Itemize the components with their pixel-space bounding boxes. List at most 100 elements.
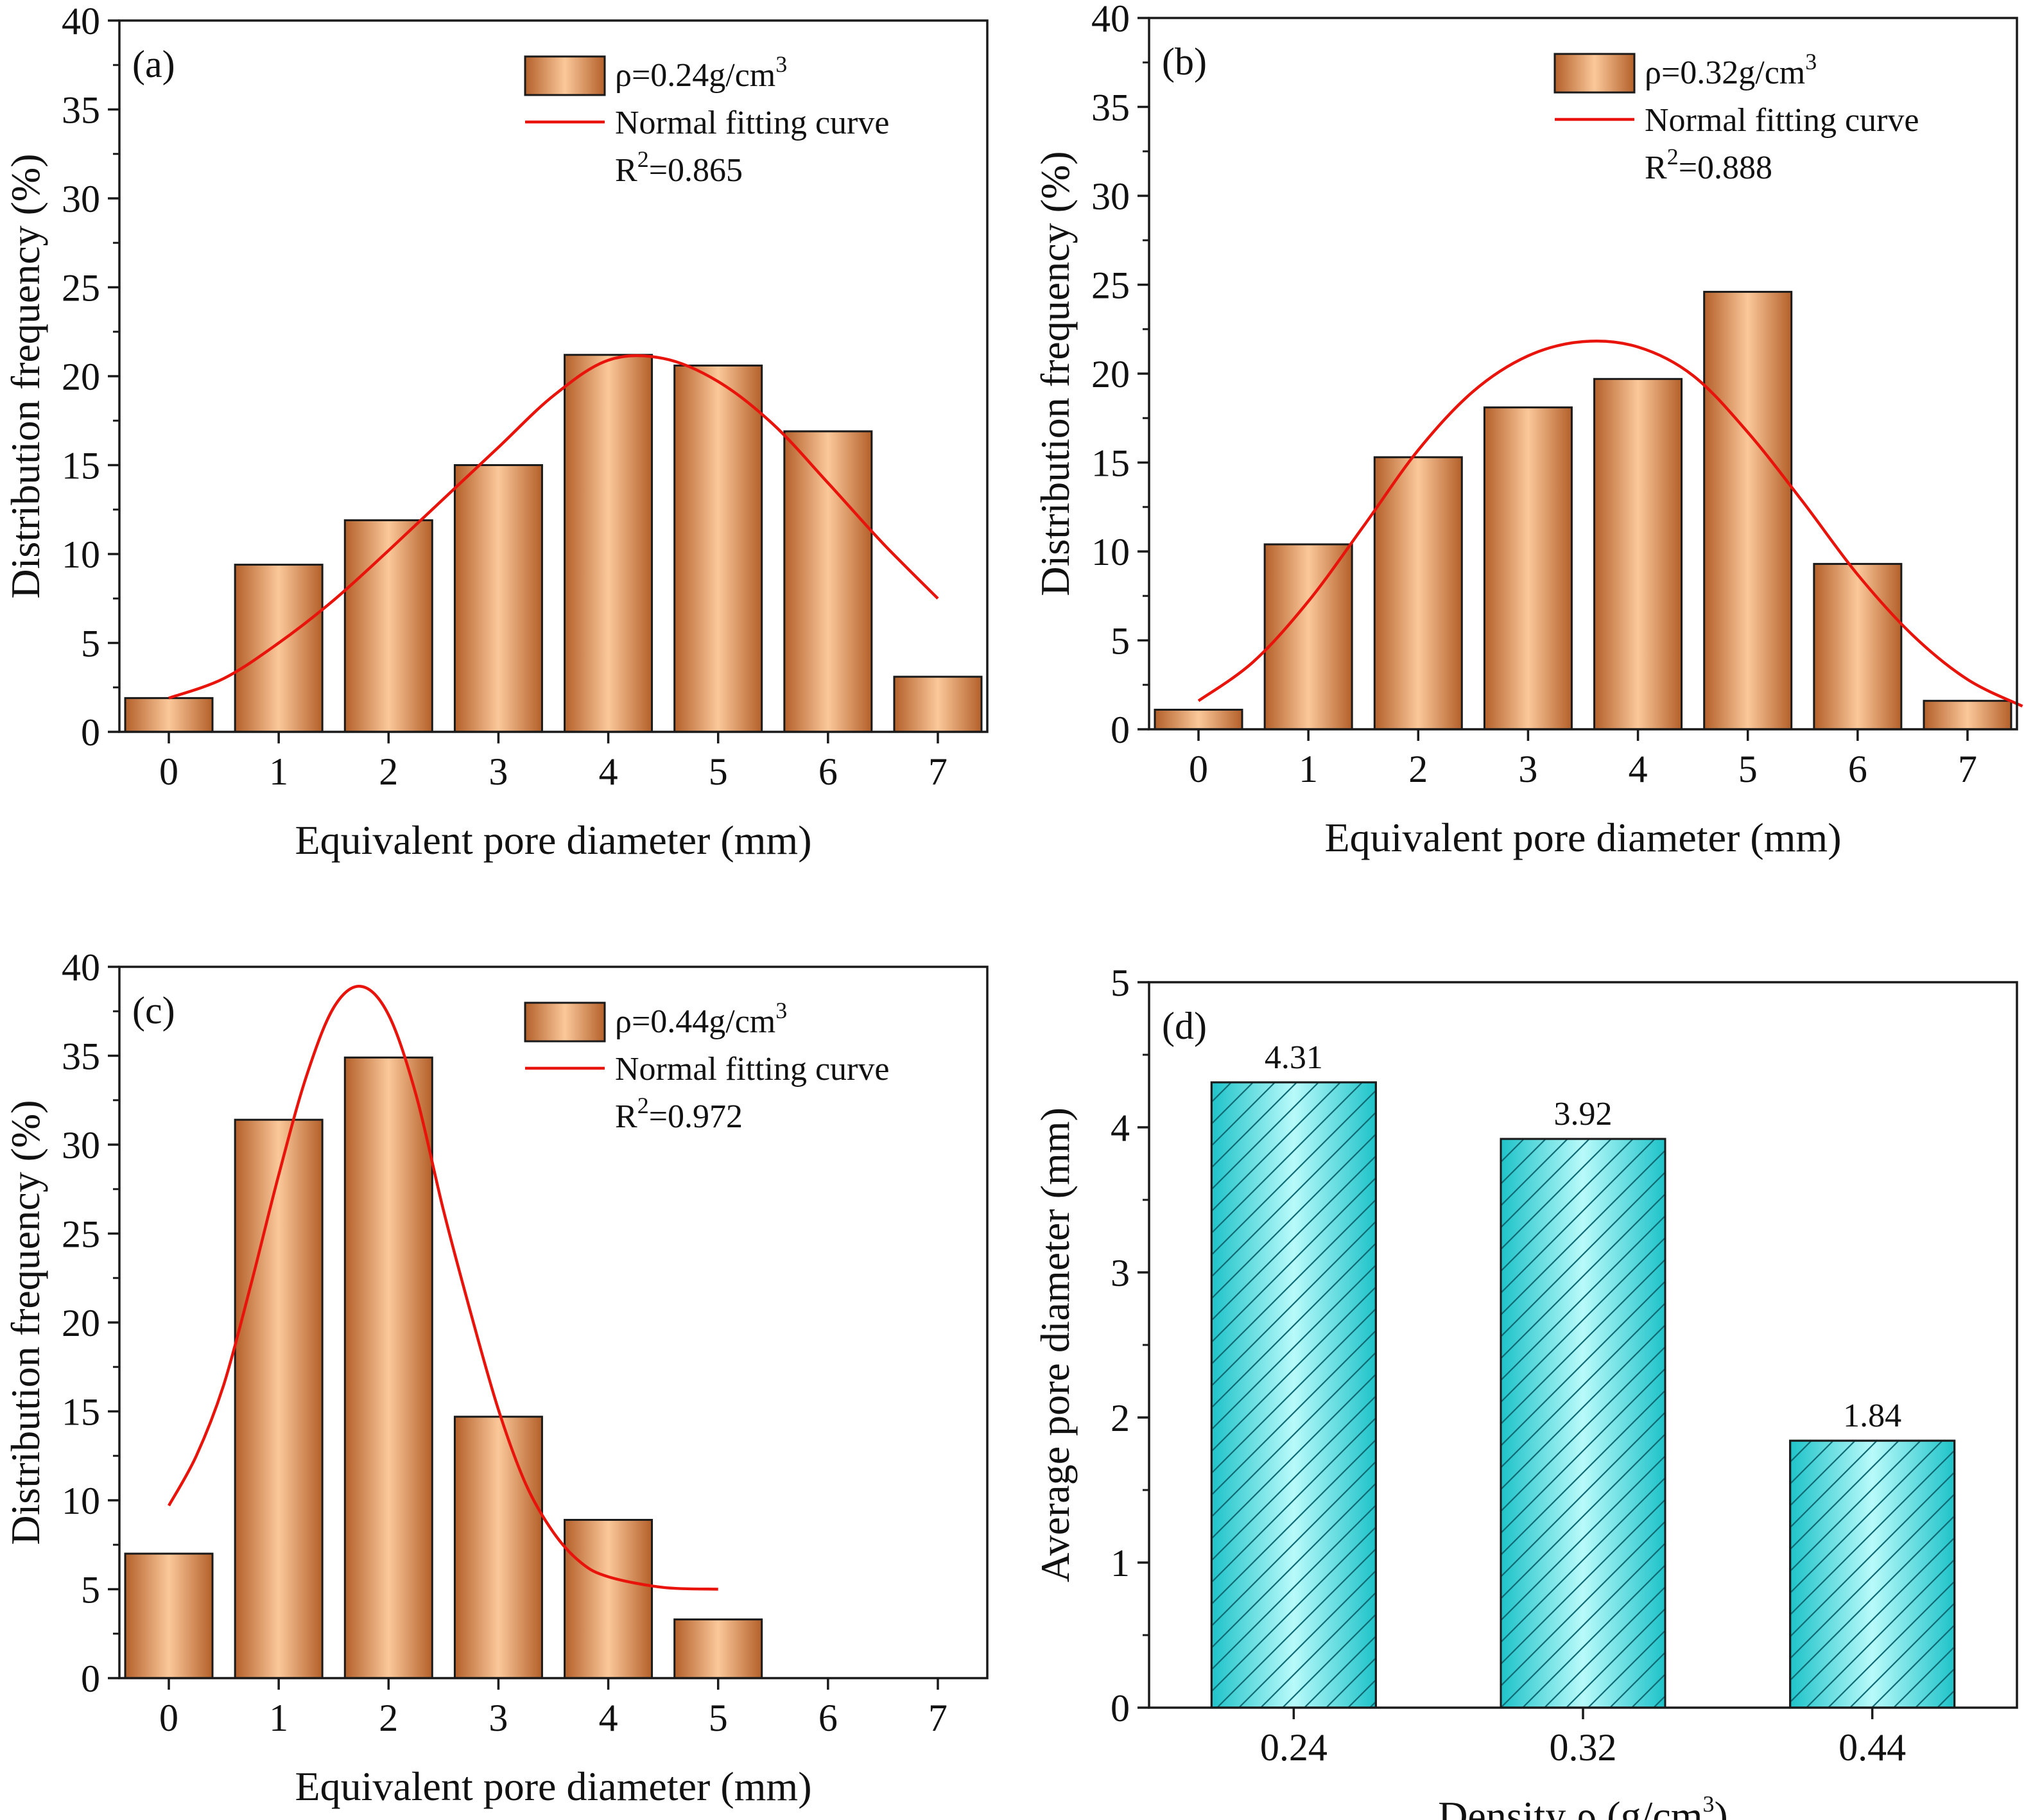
bar [124, 1552, 214, 1679]
y-tick-label: 20 [62, 356, 100, 398]
panel-b: 0 5 10 15 20 25 30 35 40 0 1 2 3 4 5 6 7 Distribution fre… [1032, 0, 2023, 860]
x-tick-label: 2 [1408, 748, 1428, 790]
x-tick-label: 5 [709, 750, 728, 793]
panel-c: 0 5 10 15 20 25 30 35 40 0 1 2 3 4 5 6 7 Distribution fre… [3, 946, 989, 1809]
y-tick-label: 15 [62, 1391, 100, 1434]
y-tick-label: 5 [81, 1569, 100, 1611]
legend-bar-swatch [524, 55, 606, 96]
x-tick-label: 1 [269, 1697, 288, 1739]
x-tick-label: 0.32 [1550, 1726, 1617, 1769]
legend-line-label: Normal fitting curve [615, 105, 889, 141]
x-tick-label: 5 [709, 1697, 728, 1739]
x-axis-label: Equivalent pore diameter (mm) [295, 817, 811, 863]
y-tick-label: 35 [62, 89, 100, 132]
y-tick-label: 2 [1111, 1397, 1130, 1439]
x-axis-label: Density ρ (g/cm3) [1438, 1791, 1728, 1820]
y-tick-label: 25 [62, 267, 100, 309]
y-tick-label: 40 [62, 0, 100, 42]
bar [1923, 700, 2012, 731]
data-label: 1.84 [1843, 1398, 1901, 1434]
bar [673, 1618, 763, 1679]
y-tick-label: 25 [1091, 264, 1130, 307]
bar [234, 564, 324, 733]
r-squared-label: R2=0.888 [1645, 144, 1772, 186]
x-axis-label: Equivalent pore diameter (mm) [1324, 815, 1841, 860]
data-label: 3.92 [1554, 1096, 1613, 1132]
y-tick-label: 4 [1111, 1107, 1130, 1149]
x-tick-label: 2 [379, 1697, 398, 1739]
bar [343, 519, 433, 733]
x-tick-label: 7 [928, 1697, 947, 1739]
bar [783, 430, 873, 733]
y-tick-label: 20 [1091, 353, 1130, 395]
bar [343, 1056, 433, 1679]
y-axis-label: Distribution frequency (%) [3, 153, 48, 598]
y-tick-label: 0 [81, 1658, 100, 1700]
x-tick-label: 6 [818, 1697, 838, 1739]
x-tick-label: 0.24 [1260, 1726, 1328, 1769]
y-tick-label: 1 [1111, 1542, 1130, 1584]
x-tick-label: 0 [1189, 748, 1208, 790]
y-tick-label: 10 [62, 533, 100, 576]
legend-bar-label: ρ=0.24g/cm3 [615, 51, 787, 94]
bar [1483, 406, 1573, 731]
x-tick-label: 0 [159, 1697, 178, 1739]
y-axis-label: Distribution frequency (%) [1032, 151, 1078, 596]
x-tick-label: 1 [269, 750, 288, 793]
y-tick-label: 10 [1091, 531, 1130, 573]
legend-bar-swatch [524, 1001, 606, 1043]
x-tick-label: 2 [379, 750, 398, 793]
x-axis-label: Equivalent pore diameter (mm) [295, 1764, 811, 1809]
panel-label: (a) [132, 43, 175, 85]
y-tick-label: 3 [1111, 1252, 1130, 1294]
y-tick-label: 20 [62, 1302, 100, 1344]
x-tick-label: 1 [1299, 748, 1318, 790]
fit-curve-line [168, 985, 718, 1591]
y-tick-label: 0 [81, 711, 100, 754]
y-tick-label: 5 [1111, 620, 1130, 663]
x-tick-label: 6 [818, 750, 838, 793]
y-tick-label: 10 [62, 1480, 100, 1522]
y-tick-label: 35 [62, 1036, 100, 1078]
legend-bar-label: ρ=0.44g/cm3 [615, 998, 787, 1040]
bar [564, 354, 653, 733]
y-tick-label: 40 [62, 946, 100, 989]
bar [564, 1518, 653, 1679]
x-tick-label: 4 [599, 750, 618, 793]
legend-line-label: Normal fitting curve [1645, 102, 1919, 139]
x-tick-label: 4 [599, 1697, 618, 1739]
panel-label: (b) [1162, 40, 1207, 83]
y-tick-label: 5 [81, 623, 100, 665]
bar-hatch [1789, 1439, 1956, 1709]
y-tick-label: 30 [62, 178, 100, 220]
x-tick-label: 0 [159, 750, 178, 793]
bar [673, 364, 763, 733]
panel-label: (d) [1162, 1005, 1207, 1047]
bar [453, 464, 543, 733]
y-tick-label: 35 [1091, 87, 1130, 129]
legend-bar-label: ρ=0.32g/cm3 [1645, 49, 1817, 91]
y-tick-label: 30 [1091, 175, 1130, 218]
y-tick-label: 40 [1091, 0, 1130, 40]
y-tick-label: 15 [1091, 442, 1130, 485]
bar [234, 1118, 324, 1679]
bar [124, 697, 214, 733]
y-tick-label: 5 [1111, 962, 1130, 1004]
bar [893, 675, 983, 733]
x-tick-label: 7 [928, 750, 947, 793]
panel-label: (c) [132, 989, 175, 1032]
data-label: 4.31 [1265, 1039, 1323, 1076]
bar-hatch [1500, 1138, 1666, 1709]
r-squared-label: R2=0.865 [615, 146, 743, 189]
x-tick-label: 4 [1629, 748, 1648, 790]
bar [1593, 377, 1683, 731]
legend-line-label: Normal fitting curve [615, 1051, 889, 1088]
bar [453, 1416, 543, 1679]
panel-d: 4.31 3.92 1.84 0 1 2 3 4 5 0.24 0.32 0.44 Average po… [1032, 962, 2018, 1820]
y-tick-label: 15 [62, 445, 100, 487]
bar [1373, 456, 1463, 731]
y-tick-label: 25 [62, 1213, 100, 1256]
panel-a: 0 5 10 15 20 25 30 35 40 0 1 2 3 4 5 6 7 Distribution fre… [3, 0, 989, 863]
bar [1154, 709, 1243, 731]
